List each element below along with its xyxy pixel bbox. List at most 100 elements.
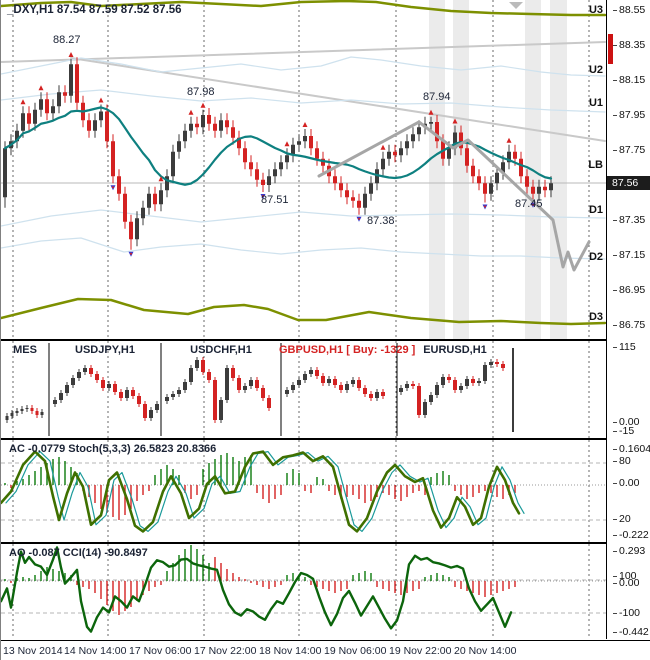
- candle: [507, 151, 511, 163]
- swing-price-tag: 87.38: [367, 215, 395, 227]
- mini-candle: [77, 372, 81, 378]
- mini-candle: [35, 411, 39, 415]
- price-scale-label: 86.75: [613, 319, 645, 331]
- candle: [549, 183, 553, 191]
- mini-candle: [101, 380, 105, 388]
- symbol-label[interactable]: EURUSD,H1: [423, 344, 487, 356]
- fractal-up-arrow-icon: [68, 52, 74, 57]
- mini-candle: [399, 388, 403, 392]
- mini-candle: [125, 390, 129, 398]
- mini-candle: [171, 394, 175, 397]
- ao-cci-panel[interactable]: [1, 544, 607, 638]
- mini-candle: [243, 386, 247, 390]
- scale-tick: [613, 430, 617, 432]
- scale-tick: [613, 44, 617, 46]
- fractal-up-arrow-icon: [20, 99, 26, 105]
- stoch-scale-label: -0.222: [613, 529, 649, 541]
- stoch-main-line: [1, 450, 521, 533]
- main-price-chart[interactable]: [1, 0, 607, 339]
- ao-scale-label: 0.00: [613, 577, 639, 589]
- band-level-label-lb: LB: [588, 159, 603, 171]
- mini-candle: [65, 385, 69, 393]
- candle: [291, 144, 295, 156]
- scale-tick: [613, 9, 617, 11]
- mini-candle: [369, 394, 373, 398]
- scale-tick: [613, 448, 617, 450]
- scale-tick: [613, 575, 617, 577]
- price-scale-label: 87.75: [613, 144, 645, 156]
- candle: [477, 176, 481, 184]
- ao-scale-label: -100: [613, 607, 640, 619]
- stoch-scale-label: 0.1604: [613, 443, 650, 455]
- candle: [297, 141, 301, 145]
- mini-candle: [333, 379, 337, 385]
- mini-candle: [149, 410, 153, 418]
- current-price-box: 87.56: [607, 176, 650, 190]
- candle: [459, 132, 463, 149]
- candle: [21, 113, 25, 131]
- mini-candle: [89, 368, 93, 374]
- scale-tick: [613, 114, 617, 116]
- time-axis[interactable]: 13 Nov 2014 14 Nov 14:00 17 Nov 06:00 17 No…: [1, 640, 650, 660]
- scale-divider: [606, 0, 607, 639]
- candle: [369, 183, 373, 194]
- price-scale-label: 86.95: [613, 284, 645, 296]
- swing-price-tag: 87.94: [423, 91, 451, 103]
- fractal-up-arrow-icon: [98, 97, 104, 103]
- candle: [357, 200, 361, 208]
- mini-candle: [471, 379, 475, 383]
- candle: [495, 172, 499, 184]
- band-d1-line: [1, 209, 606, 227]
- mini-candle: [237, 378, 241, 390]
- candle: [105, 111, 109, 142]
- candle: [231, 127, 235, 138]
- candle: [57, 92, 61, 107]
- mini-candle: [447, 377, 451, 380]
- mini-candle: [183, 382, 187, 390]
- time-axis-label: 14 Nov 14:00: [64, 645, 127, 657]
- candle: [537, 186, 541, 194]
- candle: [345, 190, 349, 198]
- symbol-label[interactable]: GBPUSD,H1 [ Buy: -1329 ]: [279, 344, 416, 356]
- price-scale-label: 88.35: [613, 39, 645, 51]
- candle: [525, 176, 529, 187]
- time-axis-label: 13 Nov 2014: [3, 645, 63, 657]
- price-scale-label: 88.55: [613, 4, 645, 16]
- time-axis-label: 20 Nov 14:00: [454, 645, 517, 657]
- mini-candle: [137, 396, 141, 404]
- fractal-up-arrow-icon: [284, 141, 290, 147]
- mini-candle: [219, 400, 223, 420]
- ao-panel-header: AO -0.087 CCI(14) -90.8497: [9, 547, 148, 559]
- symbols-overview-panel[interactable]: [1, 341, 607, 438]
- mini-candle: [5, 416, 9, 420]
- symbol-label[interactable]: MES: [13, 344, 37, 356]
- fractal-up-arrow-icon: [380, 144, 386, 150]
- candle: [405, 141, 409, 149]
- ac-stochastic-panel[interactable]: [1, 440, 607, 542]
- symbol-label[interactable]: USDCHF,H1: [190, 344, 252, 356]
- mini-candle: [189, 368, 193, 382]
- candle: [195, 123, 199, 128]
- price-scale-column[interactable]: 88.55 88.35 88.15 87.95 87.75 87.35 87.15 86.95…: [607, 0, 650, 660]
- mini-candle: [225, 368, 229, 400]
- band-level-label-d1: D1: [588, 204, 603, 216]
- symbol-label[interactable]: USDJPY,H1: [75, 344, 135, 356]
- candle: [51, 106, 55, 114]
- mini-candle: [261, 388, 265, 398]
- mini-candle: [10, 413, 14, 416]
- scale-tick: [613, 582, 617, 584]
- cci-line: [1, 546, 513, 633]
- mini-candle: [71, 378, 75, 385]
- scale-tick: [613, 254, 617, 256]
- scale-tick: [613, 289, 617, 291]
- moving-average-line: [3, 106, 553, 186]
- mini-candle: [483, 365, 487, 381]
- candle: [99, 111, 103, 121]
- stoch-scale-label: 20: [613, 513, 631, 525]
- mini-candle: [213, 380, 217, 420]
- mini-candle: [207, 372, 211, 380]
- mini-candle: [291, 385, 295, 390]
- stoch-scale-label: 0.00: [613, 477, 639, 489]
- price-scale-label: 87.15: [613, 249, 645, 261]
- candle: [501, 162, 505, 173]
